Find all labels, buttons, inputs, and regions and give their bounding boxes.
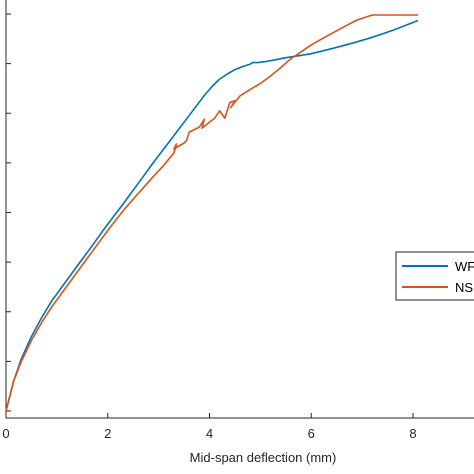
x-tick-label: 4: [206, 426, 213, 441]
x-tick-label: 0: [2, 426, 9, 441]
plot-area: [5, 0, 474, 419]
x-tick-label: 8: [409, 426, 416, 441]
x-tick-label: 6: [308, 426, 315, 441]
legend-label-wf: WF: [455, 259, 474, 274]
x-axis-label: Mid-span deflection (mm): [190, 450, 337, 465]
series-line-ns: [5, 14, 419, 412]
axis-ticks: 0 2 4 6 8: [2, 13, 417, 441]
legend-box: [395, 251, 474, 301]
series-line-wf: [5, 19, 419, 412]
legend: WF NS: [395, 251, 474, 301]
series-layer: [5, 14, 419, 412]
x-tick-label: 2: [104, 426, 111, 441]
legend-label-ns: NS: [455, 280, 473, 295]
